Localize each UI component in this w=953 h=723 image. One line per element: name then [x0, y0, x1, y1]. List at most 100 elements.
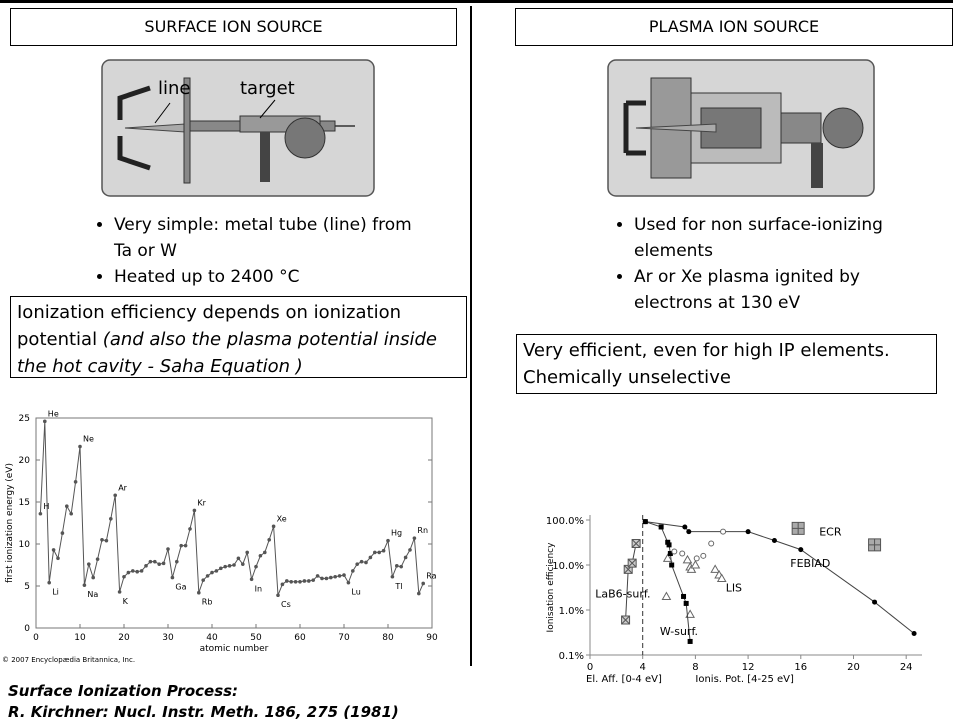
box-text: Very efficient, even for high IP element…: [523, 340, 890, 361]
element-label: In: [255, 584, 262, 593]
point: [679, 550, 686, 557]
point: [258, 553, 263, 558]
point: [263, 550, 267, 555]
text-box: Ionization efficiency depends on ionizat…: [10, 296, 467, 378]
point: [710, 564, 721, 573]
element-label: H: [43, 502, 49, 511]
y-tick-label: 15: [19, 498, 30, 508]
point: [642, 519, 648, 525]
point: [669, 562, 675, 568]
bullet: Used for non surface-ionizing elements: [634, 212, 914, 264]
element-label: Xe: [277, 514, 287, 523]
point: [214, 569, 219, 573]
point: [911, 631, 917, 637]
point: [245, 550, 249, 555]
surface-diagram: line target: [101, 59, 375, 197]
element-label: Ar: [118, 483, 127, 492]
point: [351, 569, 355, 573]
point: [131, 569, 135, 573]
point: [682, 554, 693, 564]
point: [298, 580, 302, 584]
element-label: Ra: [426, 571, 436, 580]
point: [708, 540, 715, 547]
point: [399, 564, 404, 569]
point: [56, 556, 60, 561]
point: [665, 539, 671, 545]
point: [232, 563, 236, 567]
point: [227, 564, 232, 568]
element-label: Tl: [394, 582, 402, 591]
ionization-chart: 0 5 10 15 20 25 0 10 20 30 40 50 60 70 80 90 H He Li Ne Na Ar…: [2, 409, 438, 664]
point: [285, 579, 289, 583]
point: [690, 559, 701, 569]
x-tick-label: 30: [162, 633, 174, 643]
y-tick-label: 100.0%: [546, 516, 584, 527]
point: [65, 504, 69, 508]
bullet: Ar or Xe plasma ignited by electrons at …: [634, 264, 914, 316]
point: [333, 574, 338, 579]
point: [254, 564, 258, 569]
series-label: ECR: [819, 526, 842, 539]
point: [315, 574, 320, 578]
x-tick-label: 40: [206, 633, 218, 643]
point: [627, 558, 637, 568]
series-line: [645, 521, 691, 642]
x-tick-label: 90: [426, 633, 438, 643]
bullet-list: Very simple: metal tube (line) from Ta o…: [92, 212, 414, 290]
point: [368, 555, 373, 560]
credit: © 2007 Encyclopædia Britannica, Inc.: [2, 656, 135, 664]
point: [311, 578, 316, 582]
point: [667, 551, 673, 557]
divider: [470, 6, 472, 666]
element-label: Li: [52, 588, 59, 597]
y-tick-label: 0.1%: [559, 651, 584, 662]
point: [658, 524, 664, 530]
point: [91, 575, 95, 580]
point: [47, 580, 51, 585]
point: [745, 529, 751, 535]
point: [408, 548, 412, 552]
point: [771, 538, 777, 544]
point: [236, 556, 241, 561]
point: [386, 538, 390, 543]
point: [51, 548, 56, 552]
point: [682, 524, 688, 530]
plasma-diagram: [607, 59, 875, 197]
point: [38, 511, 43, 516]
point: [78, 444, 82, 449]
point: [122, 574, 126, 579]
series-label: W-surf.: [660, 625, 698, 638]
point: [219, 566, 223, 571]
point: [126, 570, 131, 575]
point: [87, 562, 91, 566]
point: [373, 550, 377, 555]
y-tick-label: 0: [24, 624, 30, 634]
citation: R. Kirchner: Nucl. Instr. Meth. 186, 275…: [8, 703, 399, 721]
x-tick-label: 20: [118, 633, 130, 643]
point: [293, 580, 298, 584]
bullet: Very simple: metal tube (line) from Ta o…: [114, 212, 414, 264]
point: [687, 638, 693, 644]
point: [183, 543, 188, 548]
y-tick-label: 5: [24, 582, 30, 592]
point: [662, 553, 673, 562]
point: [302, 579, 307, 583]
point: [661, 591, 672, 600]
point: [104, 538, 109, 543]
element-label: Hg: [391, 529, 402, 538]
axis-title: Ionis. Pot. [4-25 eV]: [695, 674, 794, 685]
point: [43, 419, 47, 424]
point: [686, 529, 692, 535]
point: [69, 511, 73, 516]
point: [175, 559, 179, 564]
x-tick-label: 20: [847, 662, 860, 673]
efficiency-chart: 0.1% 1.0% 10.0% 100.0% 0 4 8 12 16 20 24 Ionisation…: [546, 515, 922, 685]
point: [329, 575, 333, 580]
point: [249, 577, 254, 582]
point: [377, 550, 382, 555]
point: [868, 538, 882, 552]
point: [395, 564, 399, 568]
point: [271, 524, 276, 529]
point: [421, 581, 426, 586]
x-tick-label: 16: [794, 662, 807, 673]
